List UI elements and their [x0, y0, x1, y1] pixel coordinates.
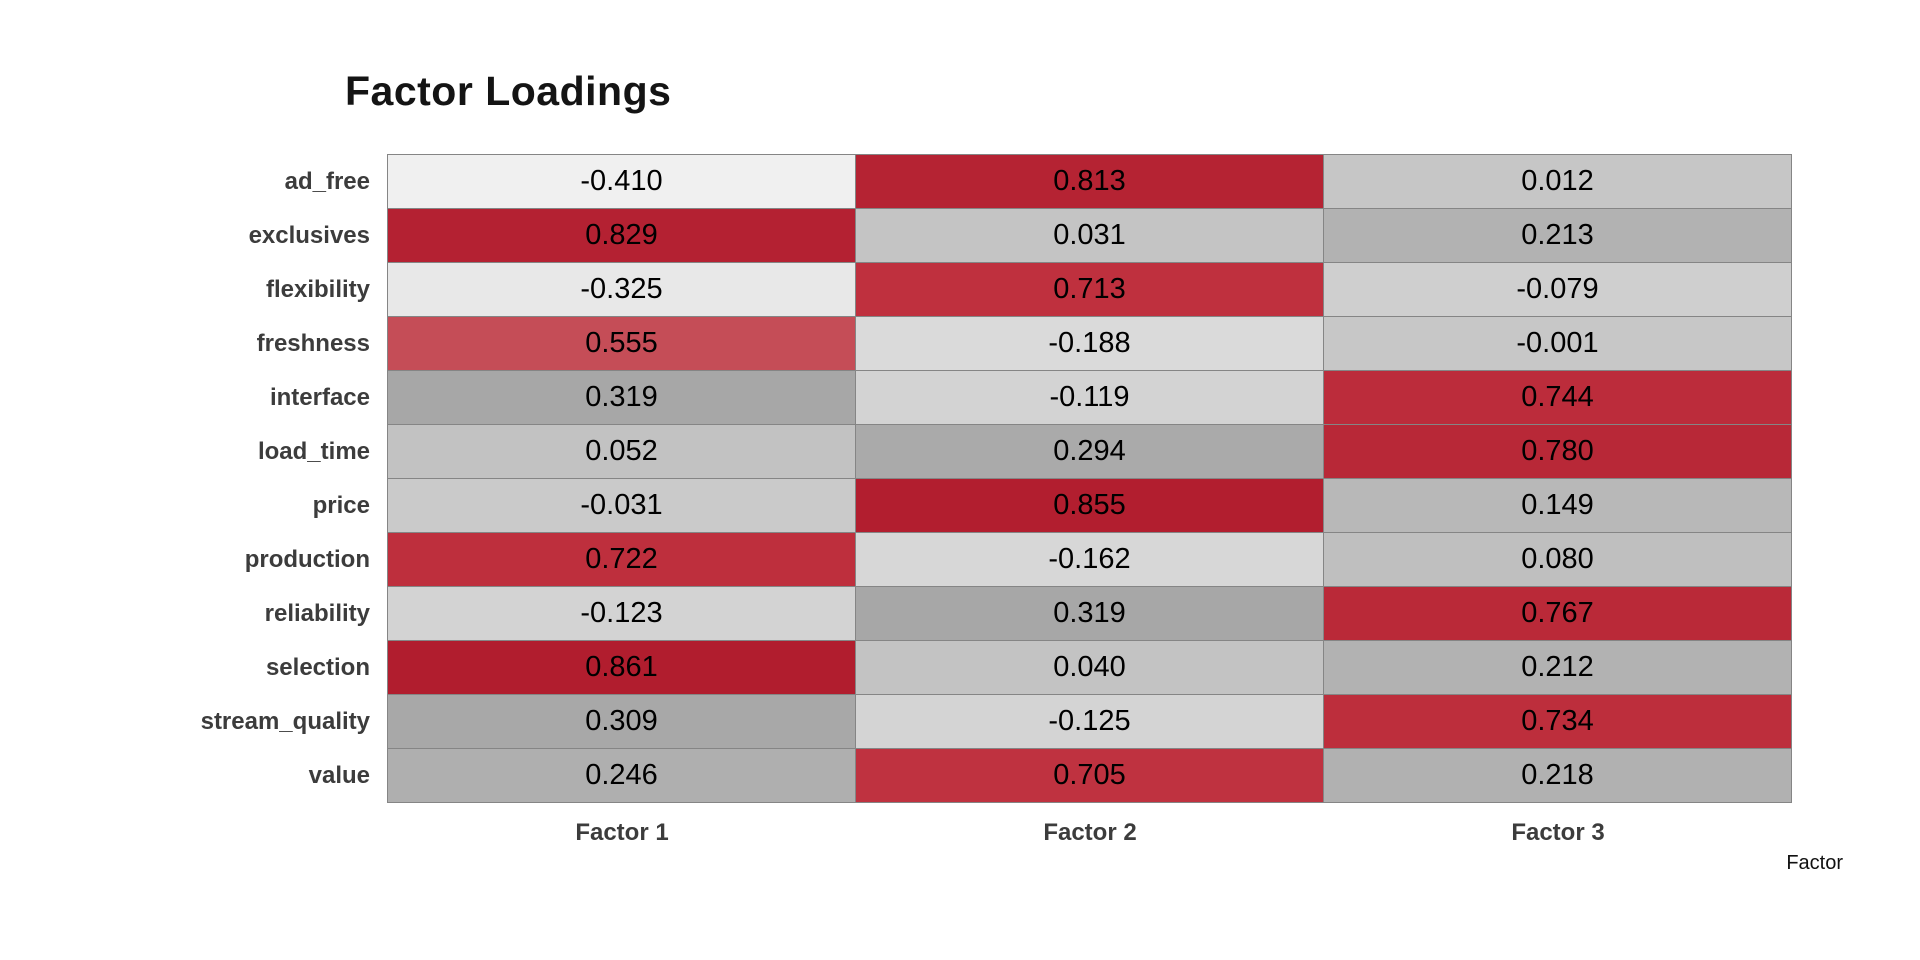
- heatmap-cell: 0.319: [387, 370, 856, 425]
- row-label: value: [308, 762, 370, 789]
- heatmap-cell: 0.052: [387, 424, 856, 479]
- heatmap-cell: 0.294: [855, 424, 1324, 479]
- row-label: price: [312, 492, 370, 519]
- row-label: stream_quality: [200, 708, 370, 735]
- column-label: Factor 1: [575, 819, 669, 846]
- heatmap-cell: 0.734: [1323, 694, 1792, 749]
- row-label: selection: [265, 654, 370, 681]
- heatmap-cell: 0.319: [855, 586, 1324, 641]
- heatmap-cell: 0.767: [1323, 586, 1792, 641]
- heatmap-cell: -0.325: [387, 262, 856, 317]
- heatmap-cell: 0.213: [1323, 208, 1792, 263]
- heatmap-cell: 0.149: [1323, 478, 1792, 533]
- heatmap-cell: -0.123: [387, 586, 856, 641]
- corner-spacer: [55, 803, 388, 851]
- heatmap-cell: -0.079: [1323, 262, 1792, 317]
- heatmap-cell: 0.212: [1323, 640, 1792, 695]
- row-label: flexibility: [265, 276, 370, 303]
- row-label: ad_free: [284, 168, 370, 195]
- heatmap-cell: -0.410: [387, 154, 856, 209]
- heatmap-cell: 0.246: [387, 748, 856, 803]
- heatmap-cell: -0.188: [855, 316, 1324, 371]
- heatmap-cell: 0.780: [1323, 424, 1792, 479]
- heatmap-cell: 0.713: [855, 262, 1324, 317]
- chart-title: Factor Loadings: [345, 68, 672, 114]
- column-label: Factor 2: [1043, 819, 1137, 846]
- heatmap-cell: 0.080: [1323, 532, 1792, 587]
- heatmap-cell: 0.744: [1323, 370, 1792, 425]
- heatmap-cell: -0.162: [855, 532, 1324, 587]
- x-axis-label: Factor: [1786, 852, 1843, 874]
- heatmap-cell: 0.861: [387, 640, 856, 695]
- heatmap-cell: 0.855: [855, 478, 1324, 533]
- heatmap-cell: 0.012: [1323, 154, 1792, 209]
- heatmap-cell: 0.555: [387, 316, 856, 371]
- row-label: load_time: [257, 438, 370, 465]
- row-label: freshness: [256, 330, 370, 357]
- heatmap-cell: 0.309: [387, 694, 856, 749]
- heatmap-grid: ad_free -0.410 0.813 0.012 exclusives 0.829 0.…: [55, 154, 1792, 857]
- heatmap-cell: 0.722: [387, 532, 856, 587]
- row-label: exclusives: [248, 222, 370, 249]
- row-label: production: [244, 546, 370, 573]
- column-label: Factor 3: [1511, 819, 1605, 846]
- heatmap-cell: 0.218: [1323, 748, 1792, 803]
- heatmap-cell: 0.829: [387, 208, 856, 263]
- row-label: interface: [269, 384, 370, 411]
- heatmap-cell: 0.705: [855, 748, 1324, 803]
- heatmap-cell: 0.813: [855, 154, 1324, 209]
- row-label: reliability: [264, 600, 370, 627]
- heatmap-cell: -0.001: [1323, 316, 1792, 371]
- heatmap-cell: -0.119: [855, 370, 1324, 425]
- heatmap-cell: 0.031: [855, 208, 1324, 263]
- heatmap-cell: 0.040: [855, 640, 1324, 695]
- heatmap-cell: -0.031: [387, 478, 856, 533]
- heatmap-cell: -0.125: [855, 694, 1324, 749]
